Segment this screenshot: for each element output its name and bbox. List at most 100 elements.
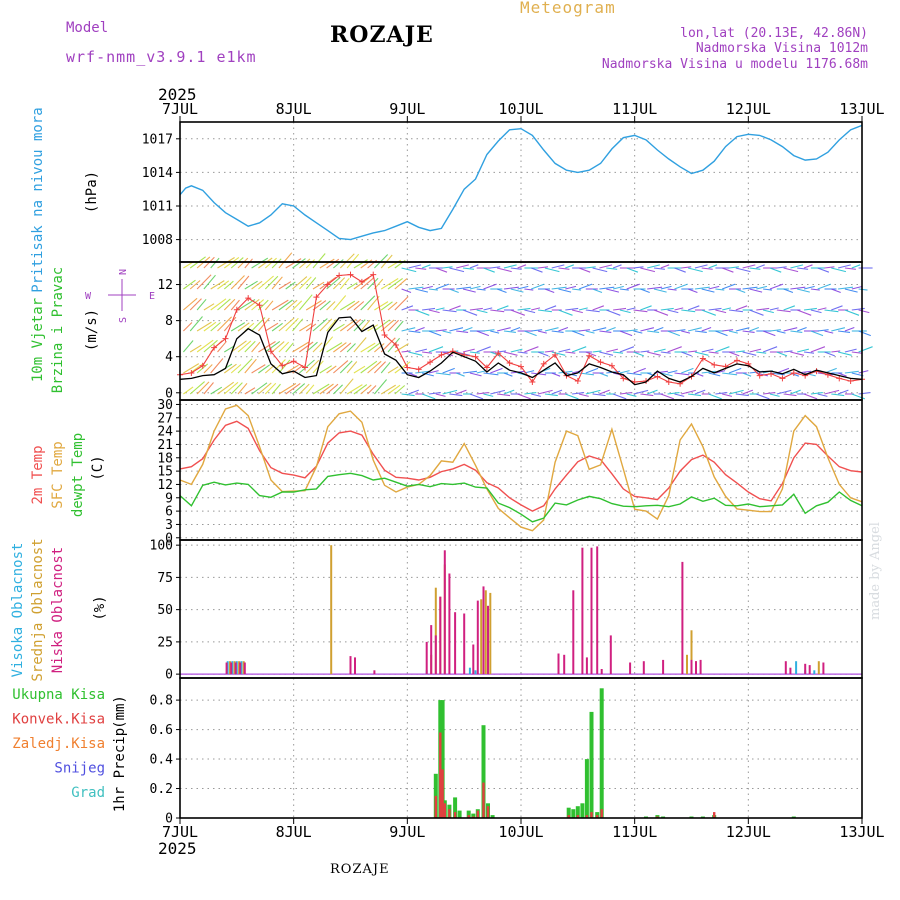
wind-arrow <box>415 288 429 293</box>
wind-arrow <box>585 309 600 313</box>
wind-arrow <box>715 330 728 337</box>
compass-cross <box>108 279 136 311</box>
wind-arrow <box>565 393 579 400</box>
cloud-bar-2 <box>789 667 792 675</box>
wind-arrow <box>674 267 686 273</box>
wind-arrow <box>401 350 411 353</box>
wind-arrow <box>735 350 745 353</box>
wind-gust-point <box>188 369 195 376</box>
wind-arrow <box>551 286 567 290</box>
y-tick-label: 6 <box>165 505 173 520</box>
wind-arrow <box>244 358 257 374</box>
wind-arrow <box>585 330 595 334</box>
wind-gust-point <box>711 361 718 368</box>
cloud-bar-2 <box>822 662 825 675</box>
wind-arrow <box>660 351 671 354</box>
cloud-bar-2 <box>448 573 451 675</box>
wind-arrow <box>292 383 306 395</box>
wind-arrow <box>449 288 459 294</box>
wind-arrow <box>585 367 599 374</box>
wind-arrow <box>299 258 311 269</box>
wind-gust-point <box>836 375 843 382</box>
wind-arrow <box>456 372 465 377</box>
wind-arrow <box>305 300 322 311</box>
wind-arrow <box>633 309 648 313</box>
wind-arrow <box>189 344 202 353</box>
wind-arrow <box>435 372 451 376</box>
wind-arrow <box>196 339 214 353</box>
wind-arrow <box>346 300 360 311</box>
wind-arrow <box>612 393 627 400</box>
wind-arrow <box>769 329 781 332</box>
y-tick-label: 24 <box>157 425 173 440</box>
wind-arrow <box>476 309 488 314</box>
wind-arrow <box>203 339 218 353</box>
wind-arrow <box>687 327 702 332</box>
wind-arrow <box>517 307 531 311</box>
wind-arrow <box>415 267 427 270</box>
wind-arrow <box>339 360 353 374</box>
wind-arrow <box>606 326 616 332</box>
wind-arrow <box>251 364 266 374</box>
wind-arrow <box>817 283 831 290</box>
wind-arrow <box>387 366 399 374</box>
y-tick-label: 9 <box>165 491 173 506</box>
wind-arrow <box>531 307 541 311</box>
cloud-bar-2 <box>482 586 485 675</box>
wind-gust-point <box>381 332 388 339</box>
wind-arrow <box>565 307 579 311</box>
wind-arrow <box>851 393 866 400</box>
wind-arrow <box>476 370 487 374</box>
wind-arrow <box>626 372 642 376</box>
wind-arrow <box>660 393 675 400</box>
wind-arrow <box>183 363 200 374</box>
wind-arrow <box>346 253 360 269</box>
wind-arrow <box>817 267 830 273</box>
wind-arrow <box>305 384 315 395</box>
wind-gust-point <box>336 272 343 279</box>
wind-arrow <box>401 267 417 273</box>
cloud-bar-2 <box>572 590 575 675</box>
wind-arrow <box>544 288 555 294</box>
temperature-line-2 <box>179 472 863 523</box>
wind-gust-point <box>427 359 434 366</box>
clouds-panel-frame <box>179 539 863 679</box>
wind-arrow <box>312 318 328 332</box>
cloud-bar-0 <box>474 670 477 675</box>
wind-arrow <box>210 298 227 311</box>
wind-arrow <box>694 330 707 333</box>
compass-w: W <box>85 291 92 302</box>
cloud-bar-2 <box>585 657 588 675</box>
y-tick-label: 0.8 <box>150 694 173 709</box>
wind-arrow <box>367 277 379 290</box>
wind-arrow <box>728 389 744 395</box>
wind-arrow <box>687 305 700 311</box>
wind-arrow <box>660 285 672 290</box>
y-tick-label: 1014 <box>142 166 173 181</box>
wind-arrow <box>346 384 363 395</box>
wind-arrow <box>837 372 847 377</box>
cloud-bar-1 <box>434 587 437 675</box>
wind-arrow <box>810 392 823 395</box>
wind-arrow <box>428 330 442 337</box>
wind-arrow <box>647 286 663 290</box>
wind-arrow <box>210 322 221 332</box>
wind-arrow <box>633 389 649 395</box>
wind-arrow <box>756 351 767 354</box>
wind-arrow <box>196 274 212 290</box>
wind-arrow <box>810 330 824 337</box>
wind-arrow <box>360 295 376 311</box>
wind-arrow <box>326 365 337 374</box>
wind-arrow <box>189 363 204 374</box>
wind-arrow <box>394 343 409 353</box>
cloud-bar-2 <box>557 653 560 675</box>
wind-arrow <box>708 372 721 377</box>
precip-bar-1 <box>567 815 570 818</box>
wind-gust-point <box>779 375 786 382</box>
wind-arrow <box>394 385 406 395</box>
wind-arrow <box>326 276 341 290</box>
wind-arrow <box>183 386 194 395</box>
precip-bar-1 <box>482 782 485 818</box>
wind-arrow <box>749 267 761 270</box>
y-tick-label: 30 <box>157 398 173 413</box>
